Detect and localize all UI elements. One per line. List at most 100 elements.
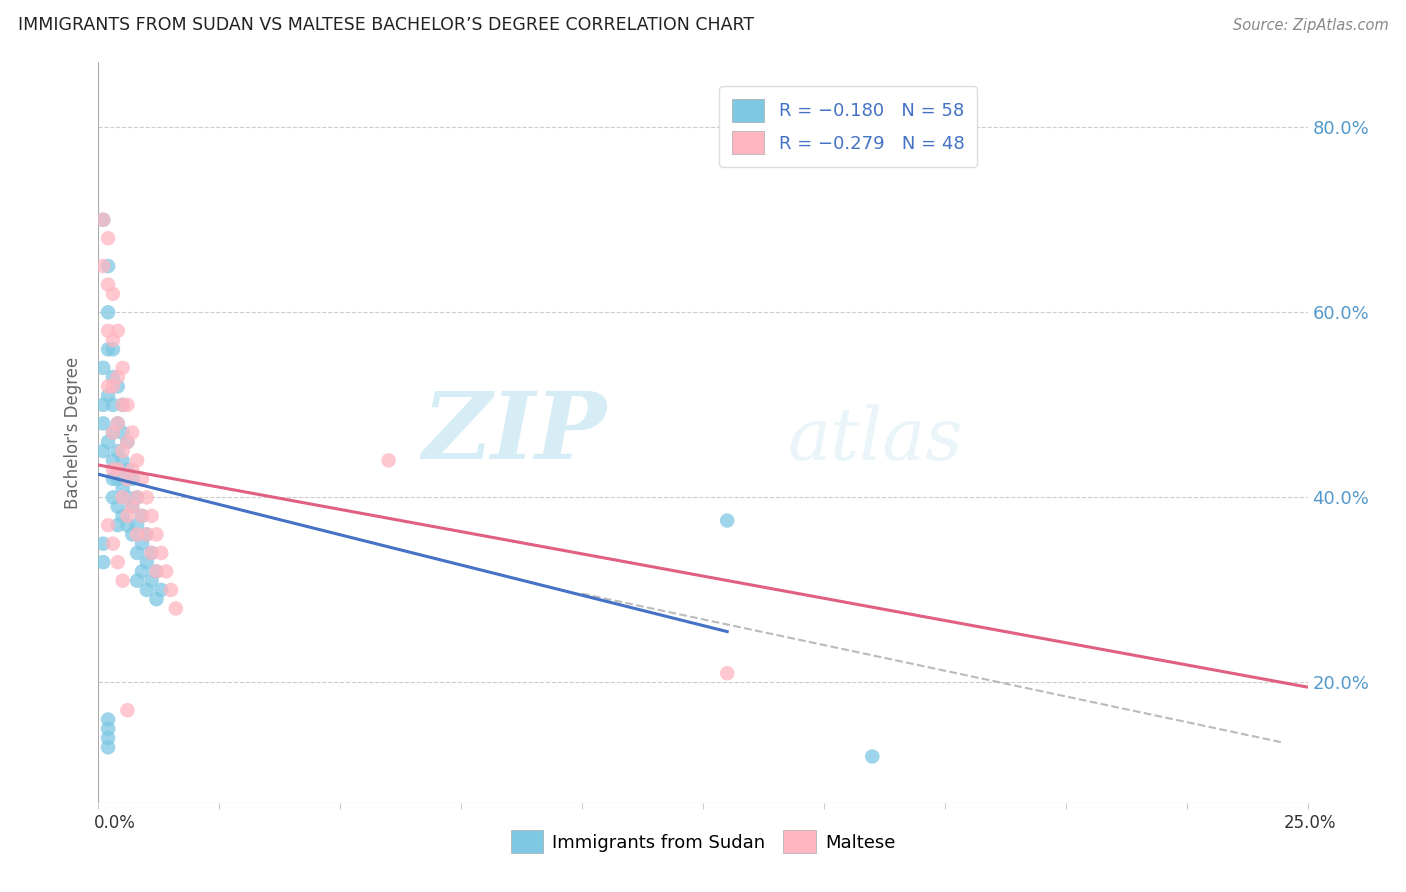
Point <box>111 508 134 523</box>
Point <box>97 379 120 393</box>
Text: 25.0%: 25.0% <box>1284 814 1337 831</box>
Point <box>117 434 139 449</box>
Point <box>97 389 120 403</box>
Point <box>716 514 738 528</box>
Point <box>155 565 177 579</box>
Point <box>91 398 114 412</box>
Point <box>141 574 163 588</box>
Point <box>107 417 129 431</box>
Point <box>97 722 120 736</box>
Point <box>111 425 134 440</box>
Point <box>141 546 163 560</box>
Point <box>91 444 114 458</box>
Point <box>117 462 139 476</box>
Text: 0.0%: 0.0% <box>94 814 136 831</box>
Point <box>101 453 124 467</box>
Point <box>117 508 139 523</box>
Point <box>127 491 149 505</box>
Y-axis label: Bachelor's Degree: Bachelor's Degree <box>65 357 83 508</box>
Point <box>107 444 129 458</box>
Point <box>145 565 167 579</box>
Point <box>131 537 153 551</box>
Point <box>377 453 399 467</box>
Point <box>121 527 143 541</box>
Point <box>97 231 120 245</box>
Point <box>111 444 134 458</box>
Point <box>150 546 173 560</box>
Point <box>97 434 120 449</box>
Point <box>107 555 129 569</box>
Point <box>91 212 114 227</box>
Point <box>101 370 124 384</box>
Point <box>145 592 167 607</box>
Point <box>117 703 139 717</box>
Point <box>127 453 149 467</box>
Point <box>121 500 143 514</box>
Point <box>111 360 134 375</box>
Point <box>165 601 187 615</box>
Point <box>91 417 114 431</box>
Point <box>101 462 124 476</box>
Point <box>91 537 114 551</box>
Point <box>101 537 124 551</box>
Point <box>716 666 738 681</box>
Point <box>111 453 134 467</box>
Point <box>101 425 124 440</box>
Point <box>97 324 120 338</box>
Point <box>145 527 167 541</box>
Point <box>107 324 129 338</box>
Text: ZIP: ZIP <box>422 388 606 477</box>
Point <box>97 713 120 727</box>
Point <box>101 398 124 412</box>
Point <box>97 343 120 357</box>
Point <box>135 527 157 541</box>
Point <box>111 574 134 588</box>
Point <box>107 518 129 533</box>
Point <box>101 472 124 486</box>
Point <box>135 555 157 569</box>
Point <box>121 500 143 514</box>
Text: Source: ZipAtlas.com: Source: ZipAtlas.com <box>1233 19 1389 33</box>
Point <box>141 508 163 523</box>
Point <box>127 574 149 588</box>
Point <box>135 491 157 505</box>
Point <box>101 333 124 347</box>
Text: atlas: atlas <box>787 405 963 475</box>
Point <box>131 472 153 486</box>
Point <box>111 398 134 412</box>
Point <box>101 491 124 505</box>
Point <box>107 379 129 393</box>
Point <box>117 472 139 486</box>
Point <box>141 546 163 560</box>
Point <box>107 462 129 476</box>
Point <box>97 305 120 319</box>
Point <box>127 546 149 560</box>
Point <box>97 259 120 273</box>
Point <box>91 555 114 569</box>
Point <box>111 481 134 495</box>
Point <box>101 379 124 393</box>
Point <box>97 731 120 745</box>
Legend: Immigrants from Sudan, Maltese: Immigrants from Sudan, Maltese <box>503 823 903 861</box>
Point <box>145 565 167 579</box>
Point <box>107 417 129 431</box>
Point <box>107 472 129 486</box>
Point <box>97 740 120 755</box>
Point <box>107 370 129 384</box>
Point <box>91 360 114 375</box>
Point <box>101 425 124 440</box>
Point <box>91 259 114 273</box>
Point <box>135 527 157 541</box>
Point <box>127 527 149 541</box>
Point <box>97 518 120 533</box>
Point <box>97 277 120 292</box>
Point <box>111 398 134 412</box>
Point <box>160 582 183 597</box>
Point <box>135 582 157 597</box>
Point <box>91 212 114 227</box>
Point <box>127 491 149 505</box>
Point <box>860 749 883 764</box>
Point <box>107 500 129 514</box>
Point <box>121 425 143 440</box>
Text: IMMIGRANTS FROM SUDAN VS MALTESE BACHELOR’S DEGREE CORRELATION CHART: IMMIGRANTS FROM SUDAN VS MALTESE BACHELO… <box>18 16 755 34</box>
